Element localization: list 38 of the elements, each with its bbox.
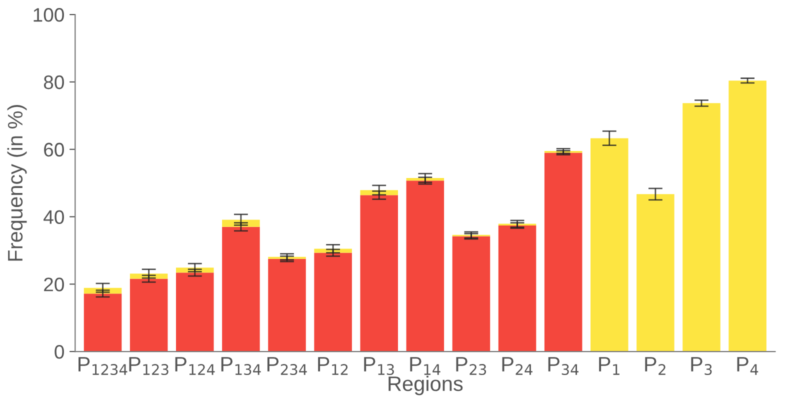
- bar: [544, 152, 582, 352]
- x-tick-label: P$_{1}$: [599, 357, 620, 375]
- x-tick-label: P$_{234}$: [267, 357, 307, 376]
- x-tick-label: P$_{24}$: [502, 357, 532, 375]
- x-tick-label: P$_{134}$: [221, 357, 261, 376]
- y-axis-title: Frequency (in %): [7, 105, 27, 261]
- x-tick-label: P$_{4}$: [737, 357, 758, 375]
- bar: [728, 80, 766, 352]
- y-tick-label: 60: [44, 142, 64, 157]
- bar: [176, 272, 214, 352]
- x-tick-label: P$_{3}$: [691, 357, 712, 376]
- bar: [590, 138, 628, 352]
- bar: [636, 194, 674, 352]
- y-tick-label: 100: [34, 8, 64, 22]
- bar: [130, 278, 168, 352]
- y-tick-label: 0: [54, 344, 64, 359]
- y-tick-label: 80: [44, 75, 64, 90]
- x-tick-label: P$_{1234}$: [78, 357, 128, 376]
- bar: [682, 103, 720, 352]
- bar: [84, 294, 122, 352]
- x-axis-title: Regions: [388, 376, 463, 396]
- bar: [268, 258, 306, 352]
- x-tick-label: P$_{2}$: [645, 357, 666, 375]
- y-tick-label: 20: [44, 278, 64, 292]
- x-tick-label: P$_{123}$: [129, 357, 168, 376]
- x-tick-label: P$_{34}$: [548, 357, 578, 376]
- bar: [406, 180, 444, 352]
- bar: [498, 225, 536, 352]
- bar: [222, 226, 260, 352]
- x-tick-label: P$_{14}$: [410, 357, 440, 375]
- y-tick-label: 40: [44, 210, 64, 224]
- x-tick-label: P$_{12}$: [318, 357, 348, 375]
- bar: [314, 252, 352, 352]
- bar: [452, 236, 490, 352]
- bar: [360, 195, 398, 352]
- x-tick-label: P$_{23}$: [456, 357, 486, 376]
- x-tick-label: P$_{13}$: [364, 357, 394, 376]
- x-tick-label: P$_{124}$: [175, 357, 215, 375]
